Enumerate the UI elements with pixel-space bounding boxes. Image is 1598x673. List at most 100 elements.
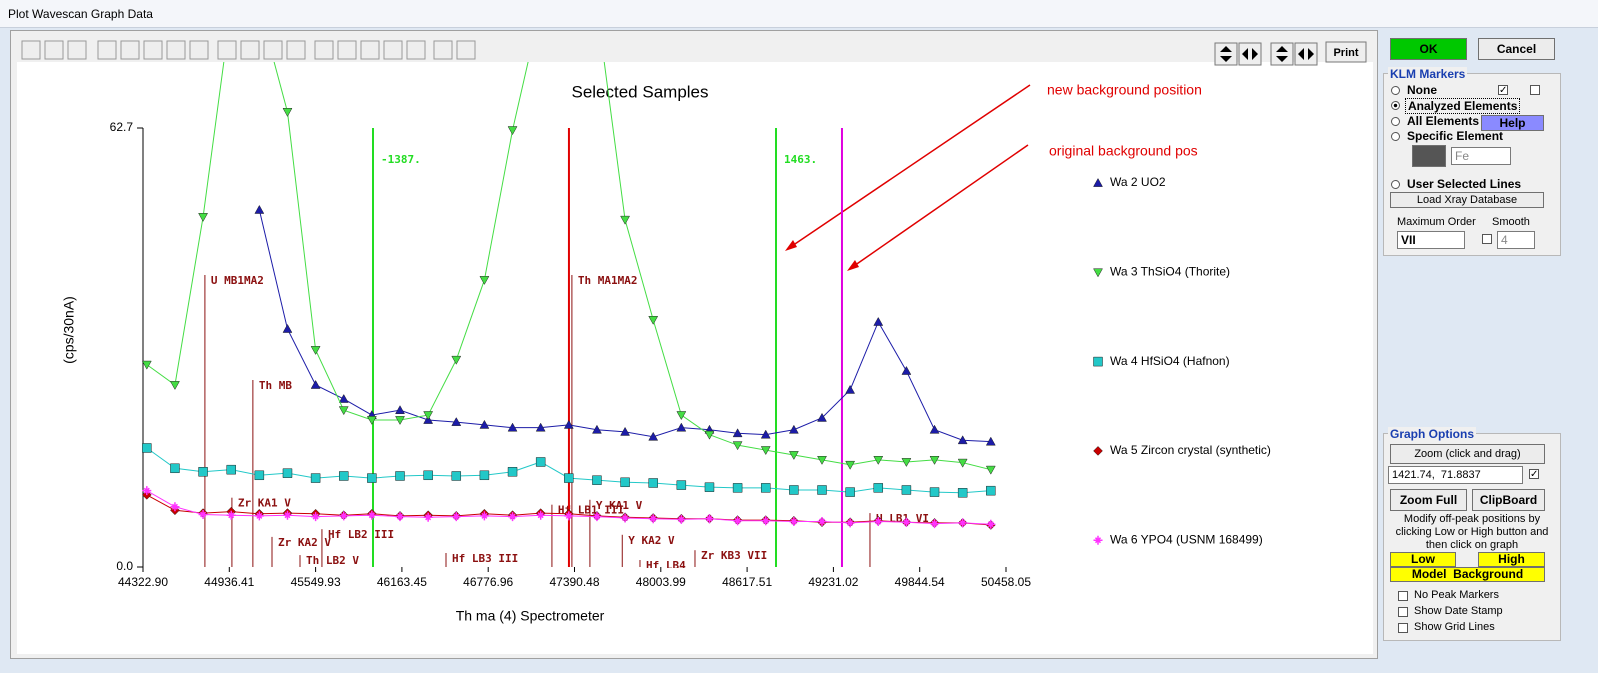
- note: Modify off-peak positions by: [1403, 513, 1541, 525]
- klm-label: Th LB2 V: [306, 554, 359, 567]
- tool-icon[interactable]: [217, 40, 237, 60]
- arrow-head: [847, 260, 859, 271]
- x-tick-label: 44322.90: [118, 575, 168, 589]
- y-axis-label: (cps/30nA): [61, 296, 77, 364]
- clipboard-button[interactable]: ClipBoard: [1472, 489, 1545, 511]
- smooth-combo[interactable]: 4: [1497, 231, 1535, 249]
- data-point: [704, 430, 715, 440]
- data-point: [648, 315, 659, 325]
- scroll-button[interactable]: [1270, 42, 1294, 66]
- coords-field: 1421.74, 71.8837: [1388, 466, 1523, 484]
- tool-icon[interactable]: [406, 40, 426, 60]
- tool-icon[interactable]: [240, 40, 260, 60]
- legend-swatch: [1093, 268, 1103, 278]
- radio-label: None: [1407, 83, 1437, 97]
- data-point: [339, 511, 349, 521]
- data-point: [282, 468, 293, 478]
- spin-button[interactable]: [1412, 145, 1446, 167]
- radio[interactable]: [1391, 86, 1400, 95]
- tool-icon[interactable]: [143, 40, 163, 60]
- data-point: [592, 424, 602, 434]
- print-label: Print: [1333, 47, 1358, 59]
- data-point: [704, 482, 715, 492]
- data-point: [648, 514, 658, 524]
- data-point: [395, 416, 405, 425]
- tool-icon[interactable]: [286, 40, 306, 60]
- x-tick-label: 46776.96: [463, 575, 513, 589]
- print-button[interactable]: [1325, 41, 1367, 63]
- high-button[interactable]: High: [1478, 552, 1545, 567]
- data-point: [536, 510, 546, 520]
- model-background-button[interactable]: Model Background: [1390, 567, 1545, 582]
- radio[interactable]: [1391, 132, 1400, 141]
- checkbox[interactable]: [1482, 234, 1492, 244]
- data-point: [311, 512, 321, 522]
- checkbox[interactable]: [1398, 623, 1408, 633]
- low-button[interactable]: Low: [1390, 552, 1456, 567]
- legend-label: Wa 3 ThSiO4 (Thorite): [1110, 264, 1230, 278]
- radio[interactable]: [1391, 180, 1400, 189]
- tool-icon[interactable]: [67, 40, 87, 60]
- data-point: [423, 470, 433, 481]
- data-point: [901, 365, 912, 375]
- tool-icon[interactable]: [360, 40, 380, 60]
- data-point: [817, 456, 827, 465]
- data-point: [536, 3, 545, 11]
- order-combo[interactable]: VII: [1397, 231, 1465, 249]
- klm-label: Hf LB4: [646, 559, 686, 572]
- zoom-full-button[interactable]: Zoom Full: [1390, 489, 1467, 511]
- tool-icon[interactable]: [120, 40, 140, 60]
- data-point: [817, 412, 827, 422]
- tool-icon[interactable]: [97, 40, 117, 60]
- note: clicking Low or High button and: [1395, 526, 1549, 538]
- element-combo[interactable]: Fe: [1451, 147, 1511, 165]
- cancel-button[interactable]: Cancel: [1478, 38, 1555, 60]
- tool-icon[interactable]: [263, 40, 283, 60]
- data-point: [901, 485, 912, 495]
- checkbox[interactable]: ✓: [1529, 469, 1539, 480]
- data-point: [845, 460, 856, 470]
- tool-icon[interactable]: [21, 40, 41, 60]
- data-point: [507, 126, 518, 136]
- ok-button[interactable]: OK: [1390, 38, 1467, 60]
- checkbox[interactable]: [1530, 85, 1540, 95]
- tool-icon[interactable]: [189, 40, 209, 60]
- tool-icon[interactable]: [433, 40, 453, 60]
- x-tick-label: 49231.02: [808, 575, 858, 589]
- load-xray-button[interactable]: Load Xray Database: [1390, 192, 1544, 208]
- data-point: [479, 470, 490, 481]
- data-point: [929, 424, 940, 434]
- checkbox[interactable]: [1398, 591, 1408, 601]
- annotation: original background pos: [1049, 143, 1198, 159]
- scroll-button[interactable]: [1214, 42, 1238, 66]
- scroll-button[interactable]: [1238, 42, 1262, 66]
- help-button[interactable]: Help: [1481, 115, 1544, 131]
- klm-label: Y KA1 V: [596, 499, 643, 512]
- data-point: [227, 3, 236, 11]
- x-tick-label: 46163.45: [377, 575, 427, 589]
- tool-icon[interactable]: [337, 40, 357, 60]
- tool-icon[interactable]: [314, 40, 334, 60]
- data-point: [508, 512, 518, 522]
- data-point: [170, 463, 180, 474]
- background-label: -1387.: [381, 153, 421, 166]
- tool-icon[interactable]: [44, 40, 64, 60]
- scroll-button[interactable]: [1294, 42, 1318, 66]
- data-point: [985, 465, 996, 475]
- radio-label: All Elements: [1407, 114, 1480, 128]
- tool-icon[interactable]: [383, 40, 403, 60]
- checkbox[interactable]: [1398, 607, 1408, 617]
- radio[interactable]: [1391, 101, 1400, 110]
- tool-icon[interactable]: [456, 40, 476, 60]
- data-point: [873, 516, 883, 526]
- klm-label: Th MB: [259, 379, 292, 392]
- legend-label: Wa 5 Zircon crystal (synthetic): [1110, 443, 1271, 457]
- radio[interactable]: [1391, 117, 1400, 126]
- checkbox[interactable]: ✓: [1498, 85, 1508, 96]
- data-point: [310, 473, 321, 483]
- x-tick-label: 49844.54: [895, 575, 945, 589]
- data-point: [282, 323, 293, 333]
- tool-icon[interactable]: [166, 40, 186, 60]
- zoom-button[interactable]: Zoom (click and drag): [1390, 444, 1545, 464]
